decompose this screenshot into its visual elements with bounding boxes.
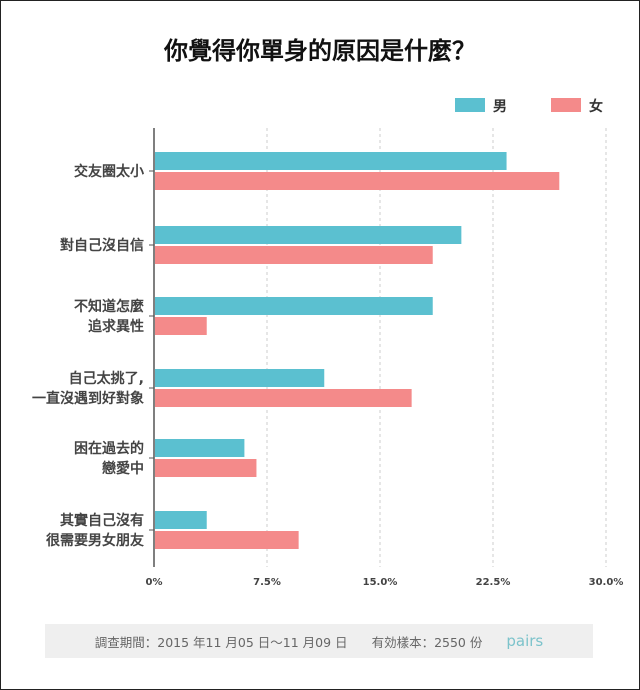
category-label: 一直沒遇到好對象: [32, 390, 144, 407]
category-label: 追求異性: [88, 318, 144, 335]
bar-male: [155, 511, 207, 529]
legend-label: 男: [493, 99, 507, 115]
bar-male: [155, 439, 245, 457]
bar-female: [155, 317, 207, 335]
bar-female: [155, 172, 560, 190]
legend-swatch-male: [455, 98, 485, 112]
category-label: 對自己沒自信: [60, 237, 144, 254]
bar-female: [155, 389, 412, 407]
bar-male: [155, 369, 325, 387]
chart-title: 你覺得你單身的原因是什麼？: [164, 37, 476, 65]
bar-male: [155, 152, 507, 170]
category-label: 困在過去的: [74, 440, 144, 457]
pairs-logo: pairs: [506, 632, 544, 650]
x-tick-label: 7.5%: [253, 577, 281, 588]
category-label: 其實自己沒有: [60, 512, 144, 529]
x-tick-label: 22.5%: [476, 577, 511, 588]
bar-male: [155, 297, 433, 315]
x-tick-label: 0%: [146, 577, 163, 588]
legend-label: 女: [589, 98, 603, 115]
x-tick-label: 15.0%: [363, 577, 398, 588]
category-label: 自己太挑了,: [69, 370, 144, 387]
bar-female: [155, 246, 433, 264]
category-label: 不知道怎麼: [74, 298, 144, 315]
sample-size: 有効樣本：2550 份: [371, 634, 483, 650]
category-label: 交友圈太小: [74, 163, 144, 180]
x-tick-label: 30.0%: [589, 577, 624, 588]
bar-chart: 0% 7.5% 15.0% 22.5% 30.0% 交友圈太小對自己沒自信不知道怎麼追求異…: [32, 98, 624, 588]
category-label: 戀愛中: [102, 460, 144, 477]
footer: 調查期間：2015 年11 月05 日～11 月09 日 有効樣本：2550 份…: [45, 624, 593, 658]
bar-male: [155, 226, 462, 244]
survey-period: 調查期間：2015 年11 月05 日～11 月09 日: [94, 634, 348, 650]
bar-female: [155, 531, 299, 549]
bar-female: [155, 459, 257, 477]
legend-swatch-female: [551, 98, 581, 112]
category-label: 很需要男女朋友: [46, 532, 144, 549]
